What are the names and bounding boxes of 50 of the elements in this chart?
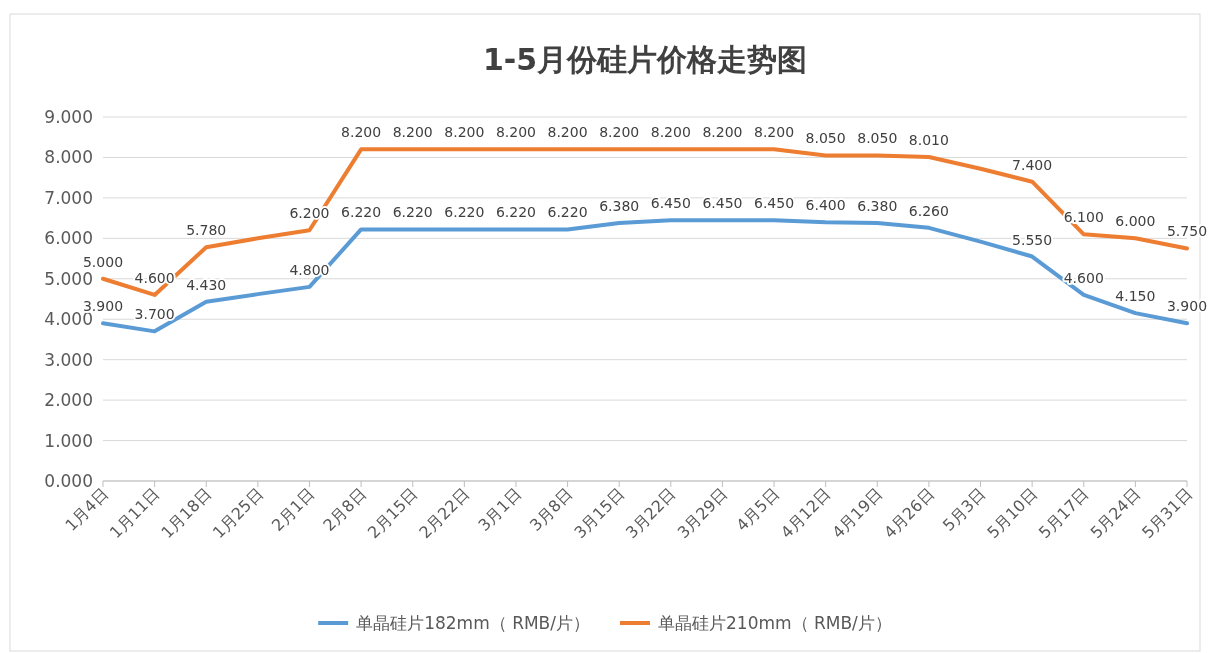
data-label: 5.000 xyxy=(82,253,124,270)
y-tick-label: 0.000 xyxy=(44,471,93,491)
x-tick-label: 4月5日 xyxy=(732,484,783,535)
y-tick-label: 7.000 xyxy=(44,187,93,208)
data-label: 6.380 xyxy=(857,197,898,214)
x-tick-label: 2月1日 xyxy=(267,484,319,535)
data-label: 4.600 xyxy=(1063,269,1104,286)
data-label: 8.200 xyxy=(754,124,795,141)
data-label: 4.430 xyxy=(186,276,227,293)
data-label: 7.400 xyxy=(1012,156,1053,173)
data-label: 8.200 xyxy=(495,124,536,141)
data-label: 8.200 xyxy=(650,124,691,141)
data-label: 6.260 xyxy=(908,202,949,219)
data-label: 6.220 xyxy=(495,204,536,221)
legend-label: 单晶硅片210mm（ RMB/片） xyxy=(658,613,892,633)
y-tick-label: 9.000 xyxy=(44,107,93,127)
y-tick-label: 3.000 xyxy=(44,349,93,370)
data-label: 4.150 xyxy=(1115,288,1156,305)
data-label: 3.700 xyxy=(134,306,175,323)
data-label: 5.550 xyxy=(1012,231,1053,248)
y-tick-label: 5.000 xyxy=(44,268,93,289)
data-label: 8.050 xyxy=(857,130,898,147)
y-tick-label: 6.000 xyxy=(44,228,93,249)
data-label: 5.780 xyxy=(186,222,227,239)
data-label: 6.400 xyxy=(805,197,846,214)
data-label: 8.050 xyxy=(805,130,846,147)
data-label: 8.200 xyxy=(341,124,382,141)
data-label: 6.220 xyxy=(341,204,382,221)
y-tick-label: 2.000 xyxy=(44,390,93,411)
data-label: 8.200 xyxy=(547,124,588,141)
data-label: 8.200 xyxy=(702,124,743,141)
data-label: 3.900 xyxy=(1166,298,1208,315)
legend-label: 单晶硅片182mm（ RMB/片） xyxy=(356,613,590,633)
x-tick-label: 3月1日 xyxy=(474,484,525,535)
data-label: 6.220 xyxy=(392,204,433,221)
data-label: 6.380 xyxy=(599,197,640,214)
data-label: 8.200 xyxy=(444,124,485,141)
data-label: 8.010 xyxy=(908,132,949,149)
data-label: 6.000 xyxy=(1115,213,1156,230)
data-label: 5.750 xyxy=(1166,223,1208,240)
chart-title: 1-5月份硅片价格走势图 xyxy=(482,42,808,77)
data-label: 8.200 xyxy=(392,124,433,141)
data-label: 6.220 xyxy=(444,204,485,221)
y-tick-label: 8.000 xyxy=(44,147,93,168)
y-tick-label: 1.000 xyxy=(44,430,93,451)
data-label: 6.220 xyxy=(547,204,588,221)
data-label: 6.450 xyxy=(702,195,743,212)
data-label: 6.450 xyxy=(754,195,795,212)
data-label: 6.450 xyxy=(650,195,691,212)
data-label: 8.200 xyxy=(599,124,640,141)
